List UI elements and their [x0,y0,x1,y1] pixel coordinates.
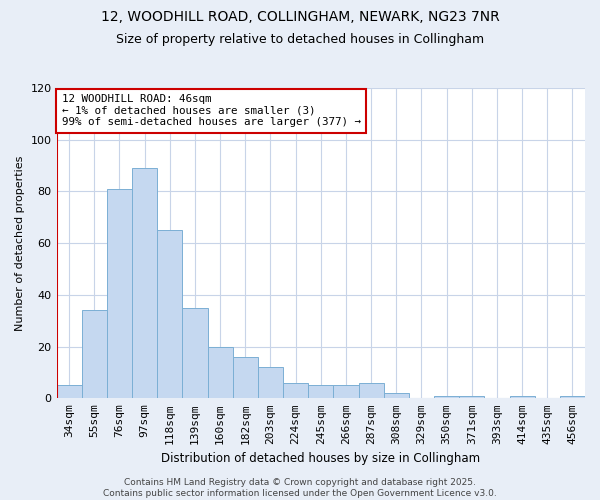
Bar [308,386,334,398]
Text: Size of property relative to detached houses in Collingham: Size of property relative to detached ho… [116,32,484,46]
Bar [258,368,283,398]
Bar [157,230,182,398]
Bar [107,189,132,398]
Bar [509,396,535,398]
Bar [82,310,107,398]
Bar [334,386,359,398]
Bar [233,357,258,399]
Bar [434,396,459,398]
Bar [560,396,585,398]
Bar [56,386,82,398]
Bar [283,383,308,398]
Bar [208,346,233,399]
X-axis label: Distribution of detached houses by size in Collingham: Distribution of detached houses by size … [161,452,481,465]
Text: Contains HM Land Registry data © Crown copyright and database right 2025.
Contai: Contains HM Land Registry data © Crown c… [103,478,497,498]
Bar [359,383,383,398]
Text: 12 WOODHILL ROAD: 46sqm
← 1% of detached houses are smaller (3)
99% of semi-deta: 12 WOODHILL ROAD: 46sqm ← 1% of detached… [62,94,361,128]
Bar [132,168,157,398]
Bar [182,308,208,398]
Bar [459,396,484,398]
Y-axis label: Number of detached properties: Number of detached properties [15,156,25,331]
Bar [383,393,409,398]
Text: 12, WOODHILL ROAD, COLLINGHAM, NEWARK, NG23 7NR: 12, WOODHILL ROAD, COLLINGHAM, NEWARK, N… [101,10,499,24]
